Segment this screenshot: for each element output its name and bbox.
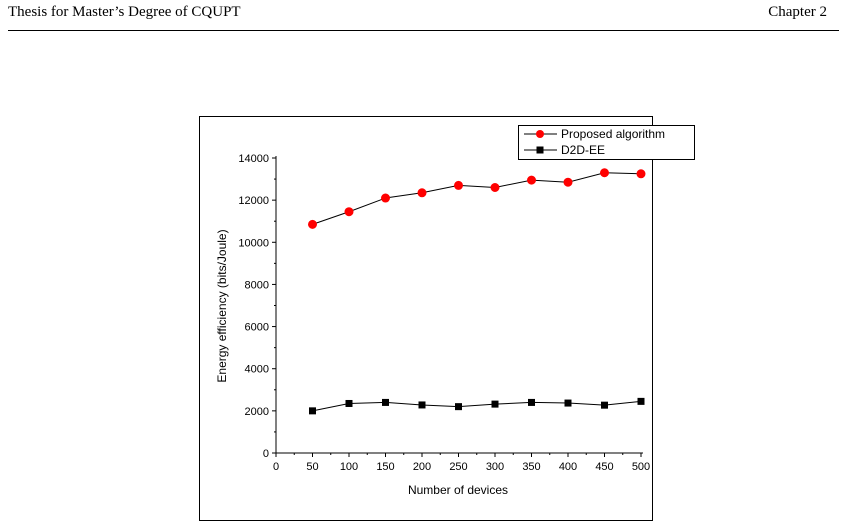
axes: 0 50 100 150 200 250 300 350 400 450 500 0 2000 4000 6… (238, 153, 650, 473)
x-tick-label: 350 (522, 461, 540, 473)
thesis-title: Thesis for Master’s Degree of CQUPT (8, 4, 241, 20)
x-tick-label: 450 (595, 461, 613, 473)
data-point-d2d-ee (345, 399, 353, 407)
x-tick-label: 100 (340, 461, 358, 473)
x-tick-label: 200 (413, 461, 431, 473)
series-line (312, 400, 642, 412)
data-point-d2d-ee (309, 407, 316, 415)
data-point-proposed (636, 169, 646, 179)
y-tick-label: 6000 (245, 322, 269, 334)
y-tick-label: 14000 (238, 153, 269, 165)
data-point-proposed (417, 188, 427, 198)
data-point-d2d-ee (491, 400, 499, 408)
x-tick-label: 300 (486, 461, 504, 473)
x-tick-label: 0 (273, 461, 279, 473)
page-header: Thesis for Master’s Degree of CQUPT Chap… (8, 0, 839, 30)
x-tick-label: 500 (632, 461, 650, 473)
header-rule (8, 30, 839, 31)
x-axis-label: Number of devices (408, 483, 508, 497)
y-tick-label: 12000 (238, 195, 269, 207)
data-point-proposed (344, 207, 354, 217)
y-tick-label: 2000 (245, 406, 269, 418)
data-point-d2d-ee (564, 399, 572, 407)
data-point-proposed (527, 175, 536, 185)
data-point-d2d-ee (528, 398, 535, 406)
data-point-proposed (490, 183, 500, 192)
data-point-d2d-ee (418, 401, 426, 409)
legend-label: D2D-EE (561, 143, 605, 157)
data-point-proposed (600, 168, 609, 178)
y-tick-label: 8000 (245, 279, 269, 291)
x-tick-label: 250 (449, 461, 467, 473)
y-tick-label: 4000 (245, 364, 269, 376)
data-point-d2d-ee (601, 401, 608, 409)
series-line (312, 172, 642, 225)
y-tick-label: 10000 (238, 237, 269, 249)
data-point-proposed (308, 219, 317, 229)
y-axis-label: Energy efficiency (bits/Joule) (215, 229, 229, 382)
legend: Proposed algorithm D2D-EE (518, 125, 695, 160)
x-tick-label: 50 (306, 461, 318, 473)
series-layer (308, 168, 646, 415)
data-point-d2d-ee (455, 403, 462, 411)
data-point-proposed (563, 177, 573, 187)
x-tick-label: 150 (376, 461, 394, 473)
figure-frame (199, 116, 653, 521)
legend-label: Proposed algorithm (561, 127, 665, 141)
data-point-d2d-ee (382, 398, 389, 406)
data-point-d2d-ee (637, 397, 645, 405)
legend-marker-square (536, 146, 544, 154)
chapter-label: Chapter 2 (768, 4, 827, 20)
data-point-proposed (454, 180, 463, 190)
legend-box (518, 125, 695, 160)
y-tick-label: 0 (263, 448, 269, 460)
x-tick-label: 400 (559, 461, 577, 473)
legend-marker-circle (536, 130, 544, 138)
data-point-proposed (381, 193, 390, 203)
